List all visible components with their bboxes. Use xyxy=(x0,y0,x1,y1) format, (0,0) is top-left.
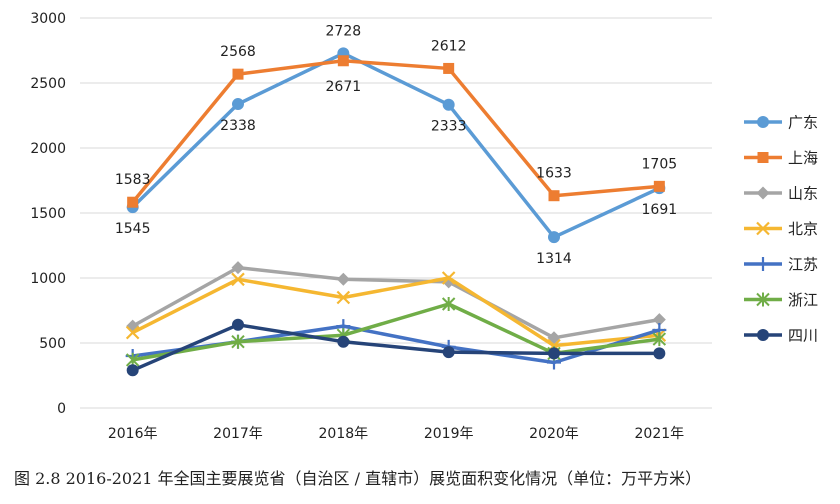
y-tick-label: 2500 xyxy=(30,76,66,92)
y-tick-label: 0 xyxy=(57,401,66,417)
data-point xyxy=(443,62,455,74)
data-point xyxy=(441,271,456,285)
data-point xyxy=(336,290,351,305)
y-tick-label: 3000 xyxy=(30,11,66,27)
y-tick-label: 1000 xyxy=(30,271,66,287)
legend-label: 上海 xyxy=(788,149,818,167)
data-point xyxy=(337,335,350,348)
data-point xyxy=(126,364,139,377)
legend-label: 山东 xyxy=(788,185,818,203)
legend-marker xyxy=(756,186,770,200)
legend-marker xyxy=(757,329,769,341)
y-tick-label: 1500 xyxy=(30,206,66,222)
data-label: 2568 xyxy=(220,44,256,60)
legend-label: 浙江 xyxy=(788,291,818,309)
legend-item: 四川 xyxy=(744,327,818,345)
data-point xyxy=(548,190,560,202)
data-labels: 1545 2338 2728 2333 1314 1691 1583 2568 2671 2612… xyxy=(115,23,677,267)
series-line xyxy=(131,276,660,348)
data-point xyxy=(231,261,245,275)
legend-item: 北京 xyxy=(744,220,818,238)
data-point xyxy=(232,98,244,111)
data-label: 1691 xyxy=(642,202,678,218)
data-point xyxy=(653,180,665,192)
series-1 xyxy=(127,55,665,208)
legend-marker xyxy=(756,257,770,271)
data-point xyxy=(441,297,456,311)
data-label: 1314 xyxy=(536,251,572,267)
grid xyxy=(80,17,712,409)
data-point xyxy=(232,68,244,80)
data-point xyxy=(337,55,349,67)
data-label: 2338 xyxy=(220,118,256,134)
series-line xyxy=(131,51,661,239)
x-tick-label: 2016年 xyxy=(108,426,158,442)
data-label: 1633 xyxy=(536,166,572,182)
data-point xyxy=(652,313,666,327)
legend-label: 广东 xyxy=(788,114,818,132)
legend-label: 北京 xyxy=(788,220,818,238)
y-axis-ticks: 0 500 1000 1500 2000 2500 3000 xyxy=(30,11,66,417)
data-point xyxy=(442,346,455,359)
legend-marker xyxy=(757,116,769,128)
data-point xyxy=(336,272,350,286)
y-tick-label: 2000 xyxy=(30,141,66,157)
data-point xyxy=(231,272,245,287)
legend-item: 上海 xyxy=(744,149,818,167)
series-group xyxy=(125,47,667,377)
x-tick-label: 2018年 xyxy=(319,426,369,442)
data-point xyxy=(653,347,666,360)
y-tick-label: 500 xyxy=(39,336,66,352)
legend-marker xyxy=(756,292,770,307)
data-point xyxy=(548,347,560,360)
series-4 xyxy=(125,319,667,370)
legend-item: 广东 xyxy=(744,114,818,132)
x-tick-label: 2017年 xyxy=(213,426,263,442)
data-point xyxy=(127,196,139,208)
x-tick-label: 2019年 xyxy=(424,426,474,442)
series-line xyxy=(131,323,660,372)
legend-label: 四川 xyxy=(788,327,818,345)
series-line xyxy=(131,265,660,340)
data-label: 2728 xyxy=(326,23,362,39)
data-point xyxy=(125,325,140,340)
data-point xyxy=(231,334,245,349)
data-label: 2671 xyxy=(326,79,362,95)
legend-item: 山东 xyxy=(744,185,818,203)
series-3 xyxy=(125,271,667,353)
chart-title: 图 2.8 2016-2021 年全国主要展览省（自治区 / 直辖市）展览面积变… xyxy=(14,469,701,488)
data-point xyxy=(442,98,455,111)
data-point xyxy=(232,318,244,331)
x-axis-ticks: 2016年 2017年 2018年 2019年 2020年 2021年 xyxy=(108,426,684,442)
data-label: 1583 xyxy=(115,172,151,188)
x-tick-label: 2020年 xyxy=(529,426,579,442)
legend-item: 江苏 xyxy=(744,256,818,274)
data-label: 1705 xyxy=(642,156,678,172)
data-label: 1545 xyxy=(115,221,151,237)
data-label: 2333 xyxy=(431,119,467,135)
series-2 xyxy=(126,261,666,345)
legend-marker xyxy=(757,152,769,163)
series-line xyxy=(132,302,660,362)
data-label: 2612 xyxy=(431,38,467,54)
series-line xyxy=(131,59,660,204)
legend-label: 江苏 xyxy=(788,256,818,274)
series-0 xyxy=(126,47,666,244)
data-point xyxy=(652,332,667,347)
x-tick-label: 2021年 xyxy=(635,426,685,442)
data-point xyxy=(548,231,560,244)
series-6 xyxy=(126,318,666,377)
legend-marker xyxy=(756,221,770,236)
legend-item: 浙江 xyxy=(744,291,818,309)
